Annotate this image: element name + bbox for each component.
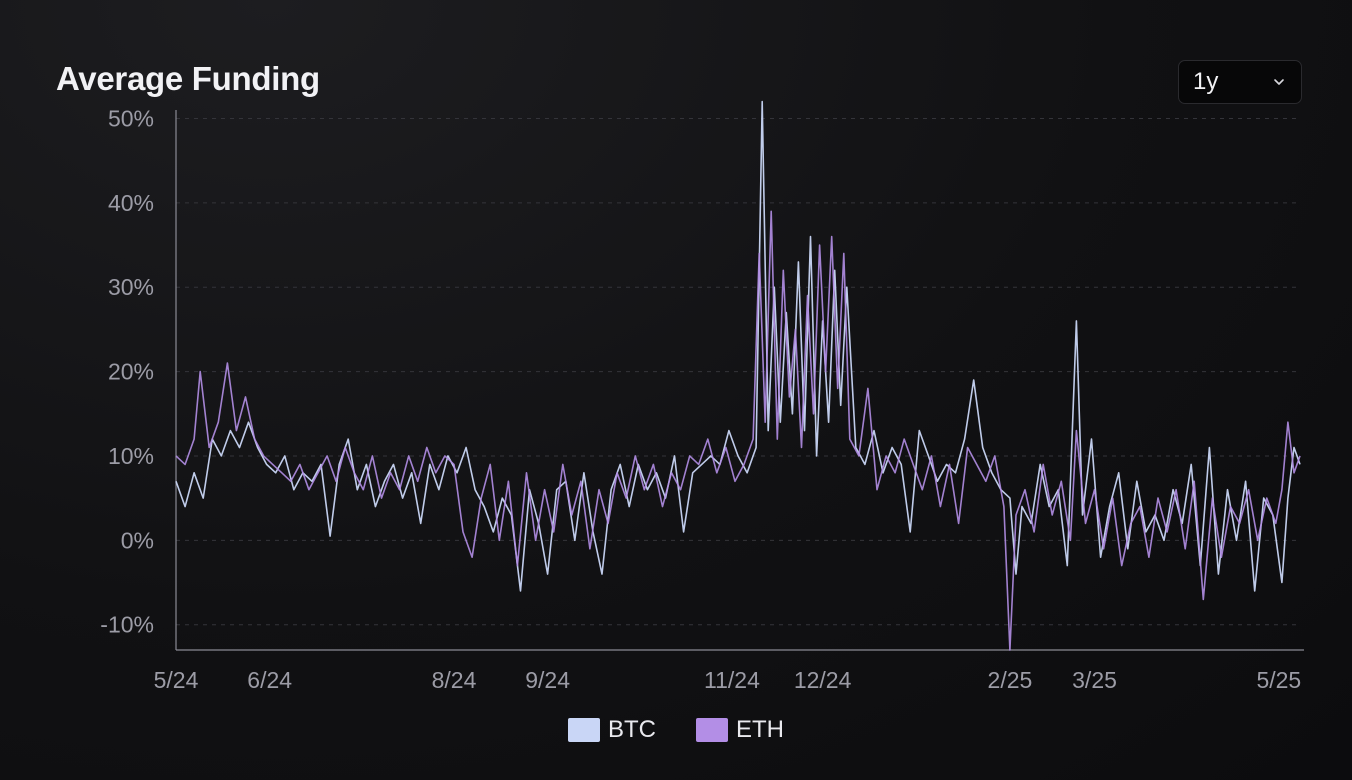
x-tick-label: 9/24 <box>525 667 570 693</box>
legend-label-eth: ETH <box>736 716 784 743</box>
y-tick-label: 50% <box>108 105 154 131</box>
y-tick-label: 0% <box>121 527 154 553</box>
x-tick-label: 3/25 <box>1072 667 1117 693</box>
legend-item-eth[interactable]: ETH <box>696 716 784 744</box>
x-tick-label: 11/24 <box>704 667 760 693</box>
x-tick-label: 2/25 <box>988 667 1033 693</box>
series-line-btc <box>175 100 1301 592</box>
y-tick-label: -10% <box>100 612 154 638</box>
legend-item-btc[interactable]: BTC <box>568 716 656 744</box>
x-tick-label: 5/25 <box>1256 667 1301 693</box>
y-tick-label: 40% <box>108 190 154 216</box>
series-line-eth <box>175 210 1301 651</box>
legend-label-btc: BTC <box>608 716 656 743</box>
y-tick-label: 30% <box>108 274 154 300</box>
chevron-down-icon <box>1271 74 1287 90</box>
time-range-value: 1y <box>1193 68 1219 95</box>
y-tick-label: 10% <box>108 443 154 469</box>
x-tick-label: 5/24 <box>154 667 199 693</box>
chart-title: Average Funding <box>56 60 320 97</box>
chart-legend: BTC ETH <box>0 716 1352 744</box>
time-range-dropdown[interactable]: 1y <box>1178 60 1302 104</box>
x-tick-label: 8/24 <box>432 667 477 693</box>
legend-swatch-eth <box>696 718 728 742</box>
x-tick-label: 6/24 <box>247 667 292 693</box>
x-tick-label: 12/24 <box>794 667 852 693</box>
funding-line-chart: 50% 40% 30% 20% 10% 0% -10% 5/24 6/24 8/24 9/24 11/… <box>100 100 1304 693</box>
legend-swatch-btc <box>568 718 600 742</box>
y-tick-label: 20% <box>108 359 154 385</box>
